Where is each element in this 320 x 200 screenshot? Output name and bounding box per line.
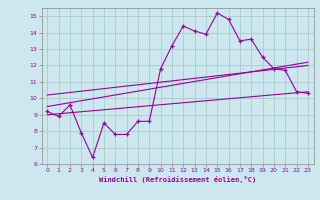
X-axis label: Windchill (Refroidissement éolien,°C): Windchill (Refroidissement éolien,°C) <box>99 176 256 183</box>
